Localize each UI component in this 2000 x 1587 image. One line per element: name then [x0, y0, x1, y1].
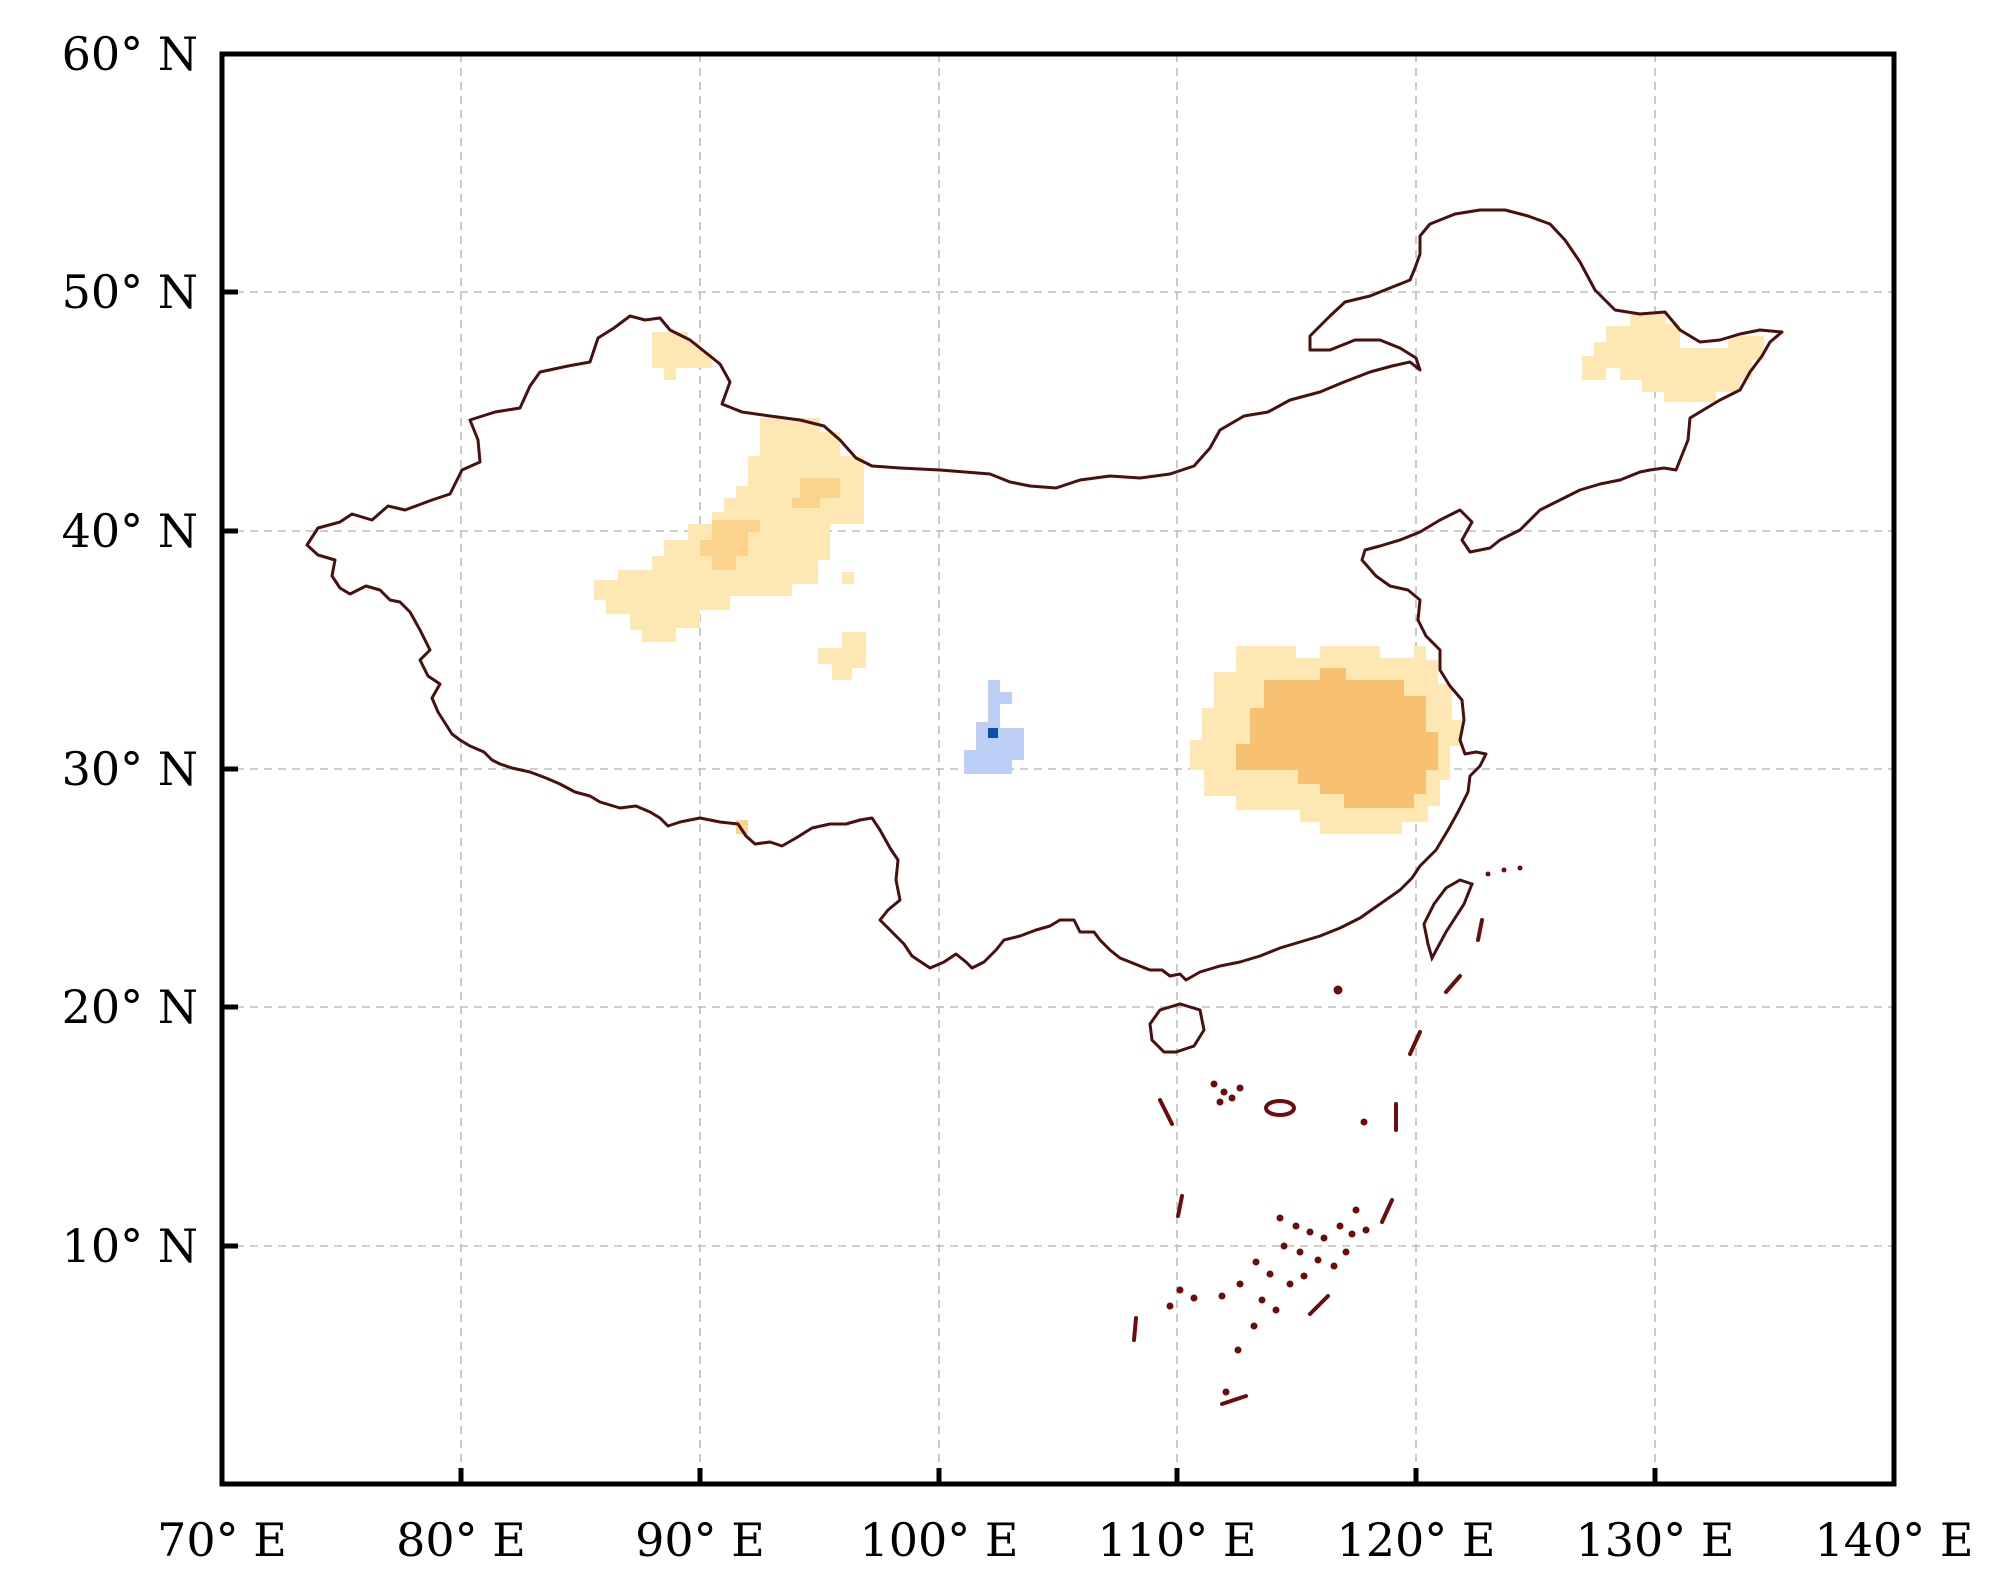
nine-dash-9 — [1176, 1194, 1184, 1218]
island-dot — [1250, 1322, 1258, 1330]
x-tick-label: 100° E — [859, 1513, 1018, 1567]
y-tick-labels: 10° N 20° N 30° N 40° N 50° N 60° N — [62, 27, 198, 1273]
island-dot — [1362, 1226, 1370, 1234]
island-dot — [1292, 1222, 1300, 1230]
nine-dash-7 — [1220, 1394, 1248, 1406]
y-tick-label: 20° N — [62, 980, 198, 1034]
y-tick-label: 10° N — [62, 1219, 198, 1273]
island-dot — [1166, 1302, 1174, 1310]
island-dot — [1501, 867, 1507, 873]
anomaly-patch-qaidam — [818, 632, 866, 680]
anomaly-patch-northeast — [1582, 312, 1764, 402]
island-dot — [1348, 1230, 1356, 1238]
scarborough-shoal — [1264, 1099, 1296, 1117]
island-dot — [1252, 1258, 1260, 1266]
island-dot — [1236, 1084, 1244, 1092]
x-tick-label: 130° E — [1575, 1513, 1734, 1567]
graticule — [222, 54, 1894, 1484]
island-dot — [1306, 1228, 1314, 1236]
nine-dash-5 — [1380, 1198, 1394, 1224]
island-dot — [1485, 871, 1491, 877]
island-dot — [1176, 1286, 1184, 1294]
island-dot — [1222, 1388, 1230, 1396]
anomaly-patch-small-a — [842, 572, 854, 584]
tick-marks — [222, 289, 1658, 1484]
island-dot — [1296, 1248, 1304, 1256]
island-dot — [1352, 1206, 1360, 1214]
island-dot — [1300, 1272, 1308, 1280]
y-tick-label: 50° N — [62, 265, 198, 319]
island-dot — [1336, 1222, 1344, 1230]
x-tick-label: 80° E — [396, 1513, 526, 1567]
nine-dash-3 — [1408, 1030, 1422, 1056]
china-border — [305, 208, 1784, 982]
anomaly-patch-tarim-core — [700, 520, 760, 570]
island-dot — [1517, 865, 1523, 871]
anomaly-patch-blue — [964, 680, 1024, 774]
south-china-sea-islands — [1132, 865, 1523, 1406]
island-dot — [1280, 1242, 1288, 1250]
island-dot — [1210, 1080, 1218, 1088]
anomaly-patch-yangtze-core — [1236, 668, 1438, 808]
nine-dash-2 — [1444, 974, 1462, 994]
nine-dash-1 — [1476, 918, 1484, 942]
nine-dash-6 — [1308, 1294, 1330, 1316]
island-dot — [1218, 1292, 1226, 1300]
y-tick-label: 60° N — [62, 27, 198, 81]
island-dot — [1330, 1262, 1338, 1270]
island-dot — [1216, 1098, 1224, 1106]
anomaly-cell-dark-blue — [988, 728, 998, 738]
island-dot — [1360, 1118, 1368, 1126]
island-dot — [1266, 1270, 1274, 1278]
hainan-island — [1148, 1002, 1206, 1054]
island-dot — [1190, 1294, 1198, 1302]
island-dot — [1228, 1094, 1236, 1102]
anomaly-fields — [594, 312, 1764, 834]
island-dot — [1258, 1296, 1266, 1304]
island-dot — [1220, 1088, 1228, 1096]
x-tick-label: 70° E — [157, 1513, 287, 1567]
x-tick-label: 90° E — [635, 1513, 765, 1567]
island-dot — [1236, 1280, 1244, 1288]
island-dot — [1286, 1280, 1294, 1288]
nine-dash-10 — [1158, 1098, 1174, 1126]
x-tick-labels: 70° E 80° E 90° E 100° E 110° E 120° E 1… — [157, 1513, 1973, 1567]
x-tick-label: 120° E — [1336, 1513, 1495, 1567]
island-dot — [1333, 985, 1343, 995]
x-tick-label: 110° E — [1097, 1513, 1256, 1567]
x-tick-label: 140° E — [1814, 1513, 1973, 1567]
anomaly-patch-qilian — [792, 478, 840, 508]
y-tick-label: 30° N — [62, 742, 198, 796]
island-dot — [1272, 1306, 1280, 1314]
y-tick-label: 40° N — [62, 504, 198, 558]
island-dot — [1342, 1248, 1350, 1256]
nine-dash-8 — [1132, 1316, 1138, 1342]
island-dot — [1234, 1346, 1242, 1354]
island-dot — [1320, 1234, 1328, 1242]
taiwan-island — [1422, 878, 1474, 962]
island-dot — [1314, 1256, 1322, 1264]
island-dot — [1276, 1214, 1284, 1222]
